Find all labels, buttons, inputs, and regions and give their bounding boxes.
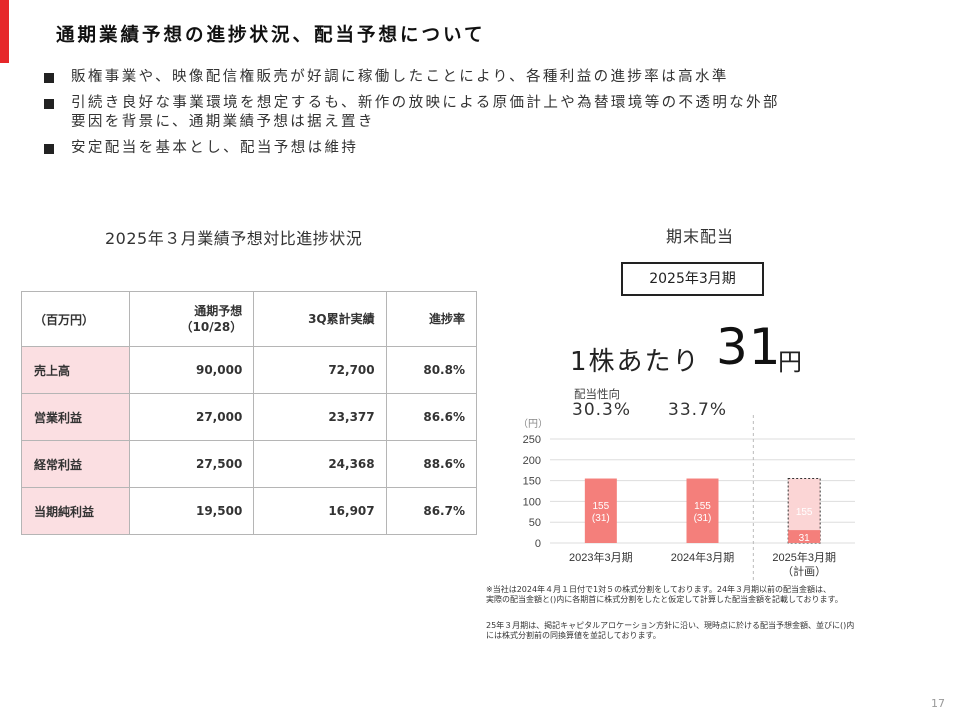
bullet-text: 安定配当を基本とし、配当予想は維持 xyxy=(71,139,359,156)
x-category-sublabel: （計画） xyxy=(782,564,826,578)
bullet-item: 引続き良好な事業環境を想定するも、新作の放映による原価計上や為替環境等の不透明な… xyxy=(44,94,934,133)
bullet-text: 販権事業や、映像配信権販売が好調に稼働したことにより、各種利益の進捗率は高水準 xyxy=(71,69,729,85)
progress-cell: 86.6% xyxy=(385,393,478,441)
bar xyxy=(584,478,617,543)
y-tick-label: 100 xyxy=(523,496,541,508)
y-tick-label: 200 xyxy=(523,455,541,467)
actual-cell: 72,700 xyxy=(253,346,387,394)
square-bullet-icon xyxy=(44,143,54,154)
footnote-split: ※当社は2024年４月１日付で1対５の株式分割をしております。24年３月期以前の… xyxy=(486,585,843,604)
footnote-plan: 25年３月期は、掲記キャピタルアロケーション方針に沿い、現時点に於ける配当予想金… xyxy=(486,621,855,640)
forecast-progress-table: （百万円） 通期予想 （10/28） 3Q累計実績 進捗率 売上高 90,000… xyxy=(21,291,478,535)
y-tick-label: 50 xyxy=(529,517,541,529)
actual-cell: 16,907 xyxy=(253,487,387,535)
page-title: 通期業績予想の進捗状況、配当予想について xyxy=(56,25,486,46)
actual-cell: 24,368 xyxy=(253,440,387,488)
unit-header: （百万円） xyxy=(21,291,130,347)
payout-ratio-label: 配当性向 xyxy=(574,387,620,401)
bar xyxy=(686,478,719,543)
bullet-item: 安定配当を基本とし、配当予想は維持 xyxy=(44,139,934,159)
table-row: 営業利益 27,000 23,377 86.6% xyxy=(21,393,478,441)
square-bullet-icon xyxy=(44,73,54,83)
bar-value-label: (31) xyxy=(592,513,610,524)
row-label: 経常利益 xyxy=(21,440,130,488)
dividend-unit: 円 xyxy=(778,348,802,376)
row-label: 当期純利益 xyxy=(21,487,130,535)
forecast-cell: 19,500 xyxy=(128,487,255,535)
dividend-heading: 期末配当 xyxy=(666,227,735,246)
bar-value-label: 155 xyxy=(796,507,813,518)
progress-cell: 86.7% xyxy=(385,487,478,535)
forecast-cell: 27,000 xyxy=(128,393,255,441)
bar-value-label: 155 xyxy=(694,501,711,512)
payout-ratio-2023: 30.3% xyxy=(572,400,632,420)
bullet-list: 販権事業や、映像配信権販売が好調に稼働したことにより、各種利益の進捗率は高水準 … xyxy=(44,68,934,164)
progress-cell: 88.6% xyxy=(385,440,478,488)
planned-actual-label: 31 xyxy=(799,533,811,544)
bullet-text: 引続き良好な事業環境を想定するも、新作の放映による原価計上や為替環境等の不透明な… xyxy=(71,94,780,131)
row-label: 営業利益 xyxy=(21,393,130,441)
x-category-label: 2025年3月期 xyxy=(772,550,836,564)
per-share-label: 1株あたり xyxy=(570,347,701,377)
table-row: 当期純利益 19,500 16,907 86.7% xyxy=(21,487,478,535)
row-label: 売上高 xyxy=(21,346,130,394)
actual-header: 3Q累計実績 xyxy=(253,291,387,347)
bullet-item: 販権事業や、映像配信権販売が好調に稼働したことにより、各種利益の進捗率は高水準 xyxy=(44,68,934,88)
progress-cell: 80.8% xyxy=(385,346,478,394)
payout-ratio-2024: 33.7% xyxy=(668,400,728,420)
y-tick-label: 250 xyxy=(523,434,541,446)
table-header-row: （百万円） 通期予想 （10/28） 3Q累計実績 進捗率 xyxy=(21,291,478,347)
accent-bar xyxy=(0,0,9,63)
square-bullet-icon xyxy=(44,98,54,109)
table-row: 経常利益 27,500 24,368 88.6% xyxy=(21,440,478,488)
forecast-cell: 90,000 xyxy=(128,346,255,394)
dividend-bar-chart: （円）050100150200250155(31)2023年3月期155(31)… xyxy=(518,415,855,583)
forecast-header-note: （10/28） xyxy=(180,320,243,334)
y-tick-label: 0 xyxy=(535,538,541,550)
table-heading: 2025年３月業績予想対比進捗状況 xyxy=(105,229,363,248)
y-tick-label: 150 xyxy=(523,476,541,488)
forecast-header-label: 通期予想 xyxy=(194,304,243,318)
bar-value-label: (31) xyxy=(694,513,712,524)
x-category-label: 2024年3月期 xyxy=(671,550,735,564)
actual-cell: 23,377 xyxy=(253,393,387,441)
chart-unit-label: （円） xyxy=(518,418,548,430)
table-row: 売上高 90,000 72,700 80.8% xyxy=(21,346,478,394)
forecast-header: 通期予想 （10/28） xyxy=(128,291,255,347)
forecast-cell: 27,500 xyxy=(128,440,255,488)
dividend-amount: 31 xyxy=(716,318,782,376)
bar-value-label: 155 xyxy=(592,501,609,512)
dividend-period-box: 2025年3月期 xyxy=(621,262,764,296)
x-category-label: 2023年3月期 xyxy=(569,550,633,564)
planned-actual-bar xyxy=(788,530,821,543)
progress-header: 進捗率 xyxy=(385,291,478,347)
page-number: 17 xyxy=(931,697,945,710)
